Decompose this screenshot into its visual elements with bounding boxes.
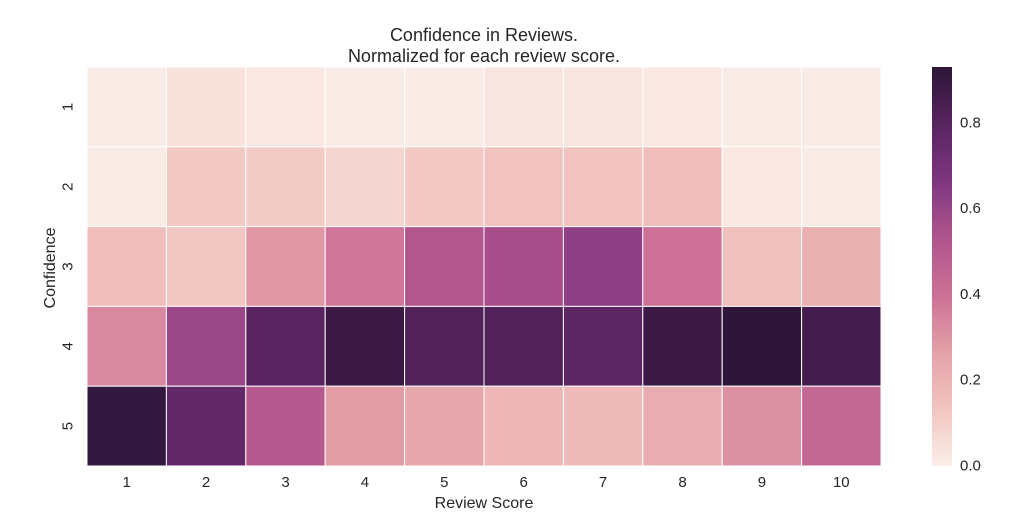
- y-tick-labels: 1 2 3 4 5: [60, 103, 77, 431]
- heatmap-cell: [562, 385, 644, 467]
- colorbar-tick-label: 0.8: [960, 114, 981, 131]
- heatmap-cell: [324, 146, 406, 228]
- x-tick-label: 5: [440, 474, 448, 491]
- heatmap-cell: [562, 146, 644, 228]
- heatmap-cell: [404, 226, 485, 307]
- heatmap-cell: [404, 146, 485, 228]
- heatmap-cell: [642, 305, 723, 387]
- x-tick-label: 7: [599, 474, 607, 491]
- heatmap-cell: [404, 305, 485, 387]
- heatmap-cell: [721, 146, 803, 228]
- colorbar-tick-label: 0.2: [960, 372, 981, 389]
- y-tick-label: 5: [60, 422, 77, 430]
- x-axis-label: Review Score: [435, 495, 534, 512]
- heatmap-cell: [483, 146, 564, 228]
- x-tick-label: 4: [361, 474, 369, 491]
- heatmap-cell: [801, 385, 882, 467]
- heatmap-cell: [642, 146, 723, 228]
- colorbar-tick-label: 0.4: [960, 286, 981, 303]
- y-tick-label: 4: [60, 342, 77, 350]
- heatmap-cell: [324, 226, 406, 307]
- heatmap-cell: [801, 226, 882, 307]
- heatmap-cell: [721, 385, 803, 467]
- heatmap-cell: [165, 385, 247, 467]
- colorbar-ticks: 0.0 0.2 0.4 0.6 0.8: [960, 114, 981, 474]
- heatmap-cell: [245, 226, 326, 307]
- heatmap-cell: [721, 226, 803, 307]
- heatmap-cell: [642, 385, 723, 467]
- heatmap-cell: [165, 66, 247, 148]
- heatmap-cell: [245, 385, 326, 467]
- x-tick-labels: 1 2 3 4 5 6 7 8 9 10: [123, 474, 850, 491]
- heatmap-cell: [404, 66, 485, 148]
- heatmap-cell: [483, 305, 564, 387]
- x-tick-label: 10: [833, 474, 850, 491]
- x-tick-label: 2: [202, 474, 210, 491]
- heatmap-cell: [562, 305, 644, 387]
- heatmap-cell: [483, 385, 564, 467]
- heatmap-cell: [86, 385, 167, 467]
- x-tick-label: 6: [520, 474, 528, 491]
- x-tick-label: 1: [123, 474, 131, 491]
- heatmap-cell: [245, 66, 326, 148]
- y-tick-label: 1: [60, 103, 77, 111]
- heatmap-cell: [562, 226, 644, 307]
- heatmap-cell: [324, 66, 406, 148]
- colorbar: [932, 67, 952, 466]
- heatmap-cell: [642, 226, 723, 307]
- heatmap-cell: [165, 146, 247, 228]
- heatmap-cell: [801, 305, 882, 387]
- heatmap-cell: [245, 305, 326, 387]
- heatmap-cell: [801, 146, 882, 228]
- chart-title-line-2: Normalized for each review score.: [348, 46, 620, 66]
- heatmap-cell: [165, 226, 247, 307]
- colorbar-tick-label: 0.6: [960, 200, 981, 217]
- heatmap-cell: [324, 385, 406, 467]
- x-tick-label: 3: [281, 474, 289, 491]
- x-tick-label: 8: [678, 474, 686, 491]
- heatmap-cell: [404, 385, 485, 467]
- heatmap-cell: [245, 146, 326, 228]
- heatmap-cell: [483, 226, 564, 307]
- y-tick-label: 3: [60, 262, 77, 270]
- heatmap-cell: [801, 66, 882, 148]
- heatmap-cell: [86, 305, 167, 387]
- heatmap-cell: [642, 66, 723, 148]
- x-tick-label: 9: [758, 474, 766, 491]
- colorbar-tick-label: 0.0: [960, 458, 981, 475]
- heatmap-cell: [86, 146, 167, 228]
- y-tick-label: 2: [60, 183, 77, 191]
- heatmap-cell: [562, 66, 644, 148]
- heatmap-cell: [721, 305, 803, 387]
- heatmap-cell: [165, 305, 247, 387]
- heatmap-cell: [86, 66, 167, 148]
- heatmap-cell: [483, 66, 564, 148]
- y-axis-label: Confidence: [42, 227, 59, 308]
- heatmap-cell: [721, 66, 803, 148]
- heatmap-cell: [86, 226, 167, 307]
- heatmap-cell: [324, 305, 406, 387]
- heatmap-cells: [86, 66, 882, 467]
- chart-title-line-1: Confidence in Reviews.: [390, 25, 578, 45]
